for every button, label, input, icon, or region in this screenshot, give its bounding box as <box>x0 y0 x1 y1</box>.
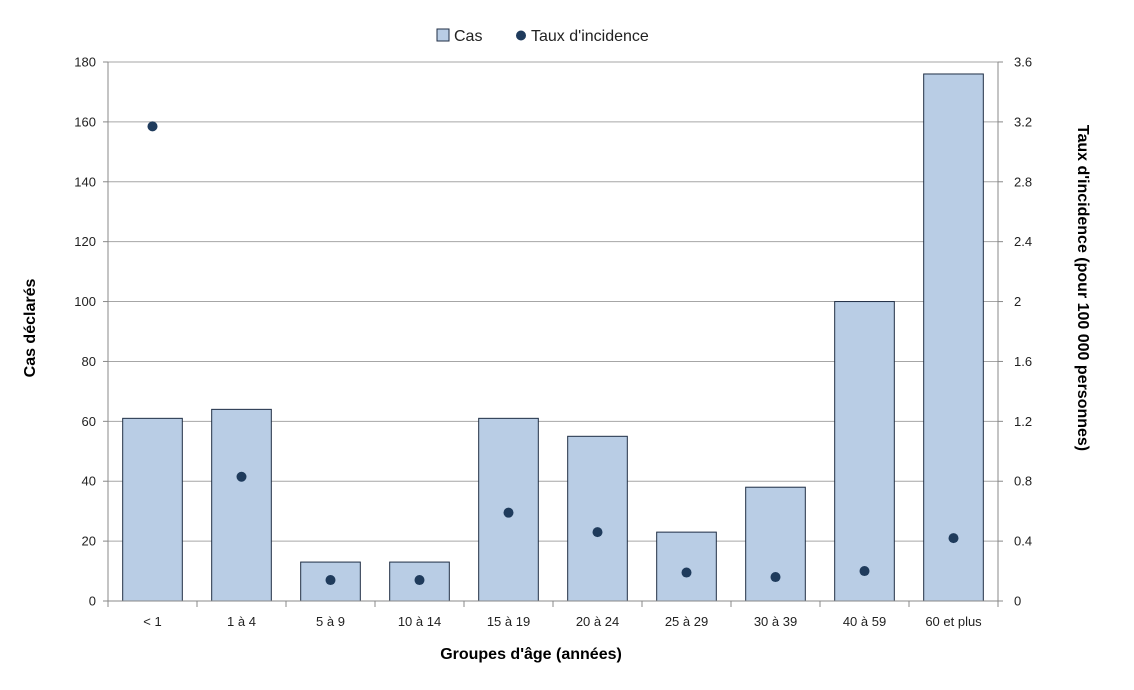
point-5 <box>592 527 603 538</box>
bar-series-cas <box>122 73 984 602</box>
scatter-series-taux <box>147 121 959 586</box>
point-1 <box>236 471 247 482</box>
y2-tick-label: 1.6 <box>1014 354 1032 369</box>
y-tick-label: 20 <box>82 534 96 549</box>
point-4 <box>503 507 514 518</box>
point-9 <box>948 533 959 544</box>
y-tick-label: 180 <box>74 55 96 70</box>
y2-tick-label: 0.4 <box>1014 534 1032 549</box>
y2-tick-label: 2.8 <box>1014 174 1032 189</box>
bar-6 <box>656 531 717 602</box>
legend: Cas Taux d'incidence <box>436 28 649 45</box>
legend-swatch-cas <box>436 28 450 42</box>
x-tick-label: 10 à 14 <box>398 614 441 629</box>
y-tick-label: 40 <box>82 474 96 489</box>
y2-tick-label: 2.4 <box>1014 234 1032 249</box>
point-3 <box>414 575 425 586</box>
y-axis-title: Cas déclarés <box>22 279 39 378</box>
y2-tick-label: 1.2 <box>1014 414 1032 429</box>
point-7 <box>770 572 781 583</box>
bar-9 <box>923 73 984 602</box>
x-tick-label: 15 à 19 <box>487 614 530 629</box>
x-tick-label: 25 à 29 <box>665 614 708 629</box>
y-tick-label: 60 <box>82 414 96 429</box>
y-tick-label: 140 <box>74 174 96 189</box>
y2-tick-label: 3.2 <box>1014 114 1032 129</box>
y2-axis-title: Taux d'incidence (pour 100 000 personnes… <box>1074 125 1091 451</box>
y2-tick-label: 0 <box>1014 594 1021 609</box>
y-tick-label: 100 <box>74 294 96 309</box>
y-tick-label: 120 <box>74 234 96 249</box>
axes <box>103 61 1003 607</box>
point-0 <box>147 121 158 132</box>
y-tick-label: 0 <box>89 594 96 609</box>
y2-tick-label: 2 <box>1014 294 1021 309</box>
x-tick-label: 20 à 24 <box>576 614 619 629</box>
bar-0 <box>122 417 183 602</box>
bar-5 <box>567 435 628 602</box>
x-tick-label: < 1 <box>143 614 161 629</box>
tick-labels: 0 20 40 60 80 100 120 140 160 180 0 0.4 0.8 1.2 1.6 2 2.… <box>74 55 1032 630</box>
legend-label-taux: Taux d'incidence <box>531 28 649 45</box>
bar-1 <box>211 408 272 602</box>
bar-2 <box>300 561 361 602</box>
x-tick-label: 5 à 9 <box>316 614 345 629</box>
point-2 <box>325 575 336 586</box>
bar-8 <box>834 301 895 602</box>
bar-7 <box>745 486 806 602</box>
y2-tick-label: 0.8 <box>1014 474 1032 489</box>
y-tick-label: 160 <box>74 114 96 129</box>
y2-tick-label: 3.6 <box>1014 55 1032 70</box>
x-tick-label: 40 à 59 <box>843 614 886 629</box>
legend-label-cas: Cas <box>454 28 482 45</box>
x-tick-label: 30 à 39 <box>754 614 797 629</box>
legend-swatch-taux <box>516 30 526 41</box>
y-tick-label: 80 <box>82 354 96 369</box>
point-8 <box>859 566 870 577</box>
x-tick-label: 1 à 4 <box>227 614 256 629</box>
point-6 <box>681 567 692 578</box>
x-axis-title: Groupes d'âge (années) <box>440 646 622 663</box>
x-tick-label: 60 et plus <box>925 614 982 629</box>
